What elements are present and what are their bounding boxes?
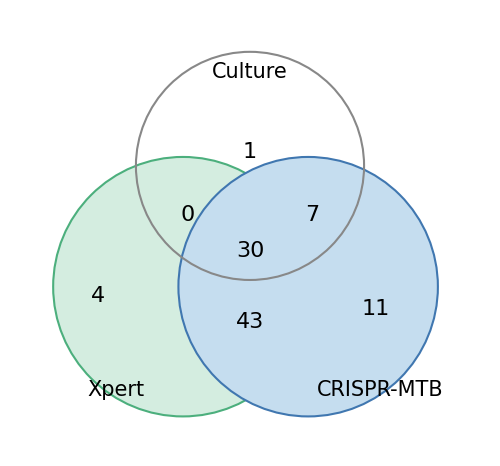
Circle shape <box>178 157 438 417</box>
Text: 0: 0 <box>180 205 194 225</box>
Text: 7: 7 <box>306 205 320 225</box>
Text: 43: 43 <box>236 313 264 332</box>
Text: Culture: Culture <box>212 62 288 82</box>
Text: 30: 30 <box>236 241 264 261</box>
Text: 1: 1 <box>243 143 257 163</box>
Text: CRISPR-MTB: CRISPR-MTB <box>316 380 443 399</box>
Text: 4: 4 <box>91 286 105 306</box>
Text: 11: 11 <box>361 299 390 319</box>
Text: Xpert: Xpert <box>87 380 144 399</box>
Circle shape <box>53 157 312 417</box>
